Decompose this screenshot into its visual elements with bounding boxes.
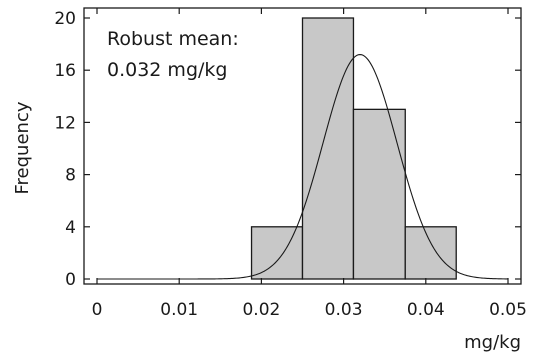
x-axis-label: mg/kg (464, 332, 521, 353)
y-tick-label: 0 (65, 270, 76, 290)
normal-fit-curve (97, 53, 509, 280)
x-tick-label: 0.02 (242, 300, 280, 320)
ticks-layer: 0 0.01 0.02 0.03 0.04 0.05 0 4 8 12 16 20 (54, 8, 527, 320)
y-tick-label: 12 (54, 113, 76, 133)
x-tick-label: 0.05 (489, 300, 527, 320)
x-tick-label: 0.04 (407, 300, 445, 320)
y-axis-label: Frequency (12, 101, 33, 194)
histogram-bar-4 (404, 226, 457, 280)
annotation-robust-mean-label: Robust mean: (107, 28, 239, 50)
y-tick-label: 4 (65, 218, 76, 238)
x-tick-label: 0.01 (160, 300, 198, 320)
y-tick-label: 16 (54, 61, 76, 81)
histogram-bar-1 (250, 226, 304, 280)
y-tick-label: 20 (54, 9, 76, 29)
x-tick-label: 0.03 (325, 300, 363, 320)
curve-layer (97, 53, 509, 280)
annotation-robust-mean-value: 0.032 mg/kg (107, 59, 227, 81)
histogram-bar-3 (352, 108, 406, 280)
histogram-bar-2 (301, 17, 355, 280)
bars-layer (250, 17, 457, 280)
y-tick-label: 8 (65, 166, 76, 186)
x-tick-label: 0 (92, 300, 103, 320)
plot-frame (83, 7, 522, 285)
